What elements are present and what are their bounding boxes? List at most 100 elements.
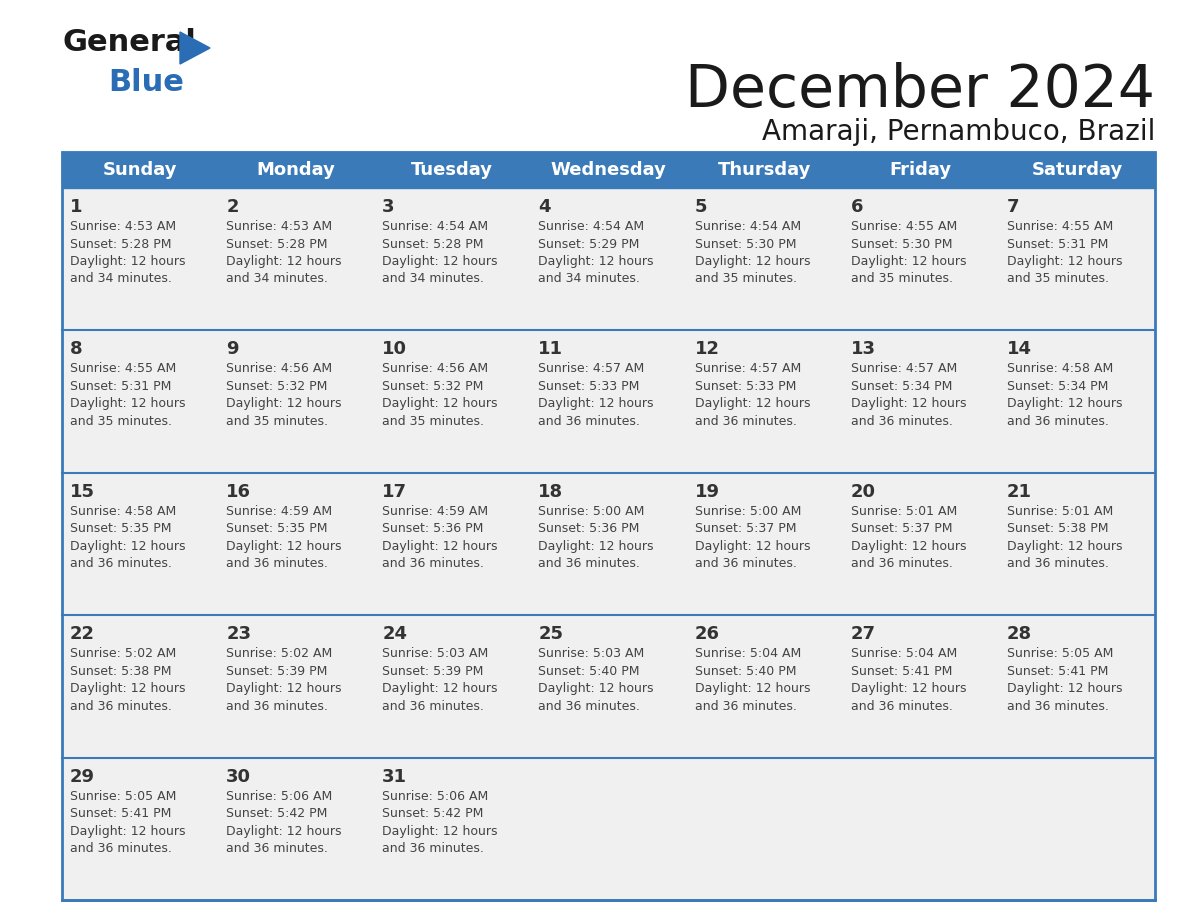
Text: Sunrise: 4:59 AM
Sunset: 5:36 PM
Daylight: 12 hours
and 36 minutes.: Sunrise: 4:59 AM Sunset: 5:36 PM Dayligh… [383,505,498,570]
Text: Sunrise: 4:58 AM
Sunset: 5:35 PM
Daylight: 12 hours
and 36 minutes.: Sunrise: 4:58 AM Sunset: 5:35 PM Dayligh… [70,505,185,570]
Text: Sunrise: 5:00 AM
Sunset: 5:36 PM
Daylight: 12 hours
and 36 minutes.: Sunrise: 5:00 AM Sunset: 5:36 PM Dayligh… [538,505,653,570]
Bar [374,615,530,757]
Bar [687,473,842,615]
Text: Sunrise: 5:03 AM
Sunset: 5:40 PM
Daylight: 12 hours
and 36 minutes.: Sunrise: 5:03 AM Sunset: 5:40 PM Dayligh… [538,647,653,712]
Text: 27: 27 [851,625,876,644]
Text: Friday: Friday [890,161,952,179]
Bar [687,615,842,757]
Text: 20: 20 [851,483,876,501]
Text: Sunrise: 4:54 AM
Sunset: 5:29 PM
Daylight: 12 hours
and 34 minutes.: Sunrise: 4:54 AM Sunset: 5:29 PM Dayligh… [538,220,653,285]
Bar [687,330,842,473]
Text: 30: 30 [226,767,251,786]
Bar [374,757,530,900]
Bar [219,757,374,900]
Text: 7: 7 [1007,198,1019,216]
Bar [374,152,530,188]
Bar [62,152,219,188]
Text: 10: 10 [383,341,407,358]
Text: 15: 15 [70,483,95,501]
Text: Sunrise: 5:02 AM
Sunset: 5:38 PM
Daylight: 12 hours
and 36 minutes.: Sunrise: 5:02 AM Sunset: 5:38 PM Dayligh… [70,647,185,712]
Text: 25: 25 [538,625,563,644]
Bar [530,152,687,188]
Text: 22: 22 [70,625,95,644]
Text: Sunrise: 5:03 AM
Sunset: 5:39 PM
Daylight: 12 hours
and 36 minutes.: Sunrise: 5:03 AM Sunset: 5:39 PM Dayligh… [383,647,498,712]
Bar [374,473,530,615]
Text: 3: 3 [383,198,394,216]
Bar [999,188,1155,330]
Text: 31: 31 [383,767,407,786]
Bar [62,615,219,757]
Bar [530,615,687,757]
Text: 8: 8 [70,341,83,358]
Polygon shape [181,32,210,64]
Text: 13: 13 [851,341,876,358]
Text: 4: 4 [538,198,551,216]
Text: Sunrise: 4:58 AM
Sunset: 5:34 PM
Daylight: 12 hours
and 36 minutes.: Sunrise: 4:58 AM Sunset: 5:34 PM Dayligh… [1007,363,1123,428]
Text: 5: 5 [695,198,707,216]
Bar [842,757,999,900]
Text: 2: 2 [226,198,239,216]
Text: Sunday: Sunday [103,161,177,179]
Text: Sunrise: 4:56 AM
Sunset: 5:32 PM
Daylight: 12 hours
and 35 minutes.: Sunrise: 4:56 AM Sunset: 5:32 PM Dayligh… [226,363,342,428]
Text: 17: 17 [383,483,407,501]
Text: Sunrise: 5:06 AM
Sunset: 5:42 PM
Daylight: 12 hours
and 36 minutes.: Sunrise: 5:06 AM Sunset: 5:42 PM Dayligh… [383,789,498,855]
Bar [374,188,530,330]
Bar [842,330,999,473]
Text: Sunrise: 4:53 AM
Sunset: 5:28 PM
Daylight: 12 hours
and 34 minutes.: Sunrise: 4:53 AM Sunset: 5:28 PM Dayligh… [70,220,185,285]
Bar [687,757,842,900]
Text: Sunrise: 4:55 AM
Sunset: 5:30 PM
Daylight: 12 hours
and 35 minutes.: Sunrise: 4:55 AM Sunset: 5:30 PM Dayligh… [851,220,966,285]
Text: Sunrise: 4:55 AM
Sunset: 5:31 PM
Daylight: 12 hours
and 35 minutes.: Sunrise: 4:55 AM Sunset: 5:31 PM Dayligh… [1007,220,1123,285]
Text: General: General [62,28,196,57]
Text: 23: 23 [226,625,251,644]
Bar [62,188,219,330]
Bar [530,330,687,473]
Text: 6: 6 [851,198,864,216]
Text: Sunrise: 4:57 AM
Sunset: 5:34 PM
Daylight: 12 hours
and 36 minutes.: Sunrise: 4:57 AM Sunset: 5:34 PM Dayligh… [851,363,966,428]
Text: Sunrise: 5:00 AM
Sunset: 5:37 PM
Daylight: 12 hours
and 36 minutes.: Sunrise: 5:00 AM Sunset: 5:37 PM Dayligh… [695,505,810,570]
Text: Sunrise: 4:54 AM
Sunset: 5:28 PM
Daylight: 12 hours
and 34 minutes.: Sunrise: 4:54 AM Sunset: 5:28 PM Dayligh… [383,220,498,285]
Text: 11: 11 [538,341,563,358]
Text: 9: 9 [226,341,239,358]
Text: 21: 21 [1007,483,1032,501]
Text: 12: 12 [695,341,720,358]
Text: Sunrise: 5:06 AM
Sunset: 5:42 PM
Daylight: 12 hours
and 36 minutes.: Sunrise: 5:06 AM Sunset: 5:42 PM Dayligh… [226,789,342,855]
Bar [999,152,1155,188]
Text: 29: 29 [70,767,95,786]
Bar [530,473,687,615]
Text: Sunrise: 4:59 AM
Sunset: 5:35 PM
Daylight: 12 hours
and 36 minutes.: Sunrise: 4:59 AM Sunset: 5:35 PM Dayligh… [226,505,342,570]
Text: Sunrise: 4:56 AM
Sunset: 5:32 PM
Daylight: 12 hours
and 35 minutes.: Sunrise: 4:56 AM Sunset: 5:32 PM Dayligh… [383,363,498,428]
Text: Wednesday: Wednesday [550,161,666,179]
Bar [999,330,1155,473]
Bar [219,473,374,615]
Text: Sunrise: 5:02 AM
Sunset: 5:39 PM
Daylight: 12 hours
and 36 minutes.: Sunrise: 5:02 AM Sunset: 5:39 PM Dayligh… [226,647,342,712]
Text: Sunrise: 5:04 AM
Sunset: 5:41 PM
Daylight: 12 hours
and 36 minutes.: Sunrise: 5:04 AM Sunset: 5:41 PM Dayligh… [851,647,966,712]
Text: 16: 16 [226,483,251,501]
Text: Sunrise: 5:04 AM
Sunset: 5:40 PM
Daylight: 12 hours
and 36 minutes.: Sunrise: 5:04 AM Sunset: 5:40 PM Dayligh… [695,647,810,712]
Bar [219,330,374,473]
Bar [374,330,530,473]
Text: Monday: Monday [257,161,336,179]
Bar [842,473,999,615]
Text: Sunrise: 5:05 AM
Sunset: 5:41 PM
Daylight: 12 hours
and 36 minutes.: Sunrise: 5:05 AM Sunset: 5:41 PM Dayligh… [1007,647,1123,712]
Text: Tuesday: Tuesday [411,161,493,179]
Bar [219,615,374,757]
Bar [999,473,1155,615]
Bar [530,188,687,330]
Text: 28: 28 [1007,625,1032,644]
Bar [62,330,219,473]
Text: Sunrise: 5:01 AM
Sunset: 5:37 PM
Daylight: 12 hours
and 36 minutes.: Sunrise: 5:01 AM Sunset: 5:37 PM Dayligh… [851,505,966,570]
Bar [842,615,999,757]
Bar [62,152,1155,900]
Text: 26: 26 [695,625,720,644]
Text: Sunrise: 4:55 AM
Sunset: 5:31 PM
Daylight: 12 hours
and 35 minutes.: Sunrise: 4:55 AM Sunset: 5:31 PM Dayligh… [70,363,185,428]
Bar [530,757,687,900]
Bar [999,757,1155,900]
Text: Sunrise: 5:05 AM
Sunset: 5:41 PM
Daylight: 12 hours
and 36 minutes.: Sunrise: 5:05 AM Sunset: 5:41 PM Dayligh… [70,789,185,855]
Bar [62,473,219,615]
Bar [219,188,374,330]
Text: Sunrise: 4:57 AM
Sunset: 5:33 PM
Daylight: 12 hours
and 36 minutes.: Sunrise: 4:57 AM Sunset: 5:33 PM Dayligh… [538,363,653,428]
Text: Sunrise: 4:54 AM
Sunset: 5:30 PM
Daylight: 12 hours
and 35 minutes.: Sunrise: 4:54 AM Sunset: 5:30 PM Dayligh… [695,220,810,285]
Bar [999,615,1155,757]
Text: Sunrise: 4:53 AM
Sunset: 5:28 PM
Daylight: 12 hours
and 34 minutes.: Sunrise: 4:53 AM Sunset: 5:28 PM Dayligh… [226,220,342,285]
Text: Blue: Blue [108,68,184,97]
